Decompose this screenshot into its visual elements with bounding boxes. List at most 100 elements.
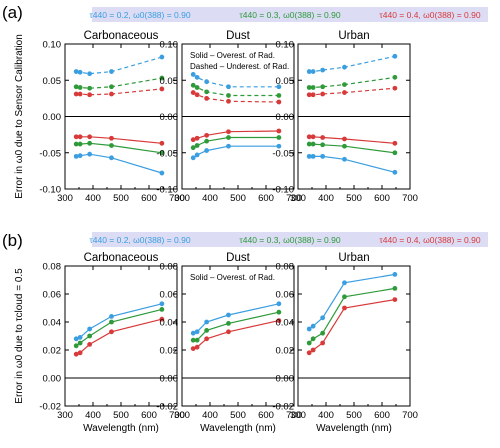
p2-series-1-point xyxy=(276,84,282,90)
p4-series-1-point xyxy=(73,336,79,342)
p2-series-5-point xyxy=(276,135,282,140)
p3-xtick-label: 700 xyxy=(402,193,418,204)
legend-a-item-2: τ440 = 0.3, ω0(388) = 0.90 xyxy=(239,10,340,20)
p2-xtick-label: 700 xyxy=(286,193,302,204)
p4-series-2-point xyxy=(87,333,93,339)
p6-series-2-point xyxy=(310,336,316,342)
p3-ytick-label: 0.10 xyxy=(276,40,295,51)
p5-series-2-point xyxy=(190,337,196,343)
p1-series-5-point xyxy=(109,143,114,148)
p2-series-4-point xyxy=(276,128,282,134)
p3-ytick-label: -0.05 xyxy=(272,148,294,159)
p1-series-4-point xyxy=(73,134,79,140)
p2-series-4-point xyxy=(226,129,231,135)
p1-xtick-label: 500 xyxy=(113,193,129,204)
p3-ytick-label: 0.05 xyxy=(276,76,295,87)
p4-series-3-point xyxy=(87,342,93,347)
p6-xtick-label: 700 xyxy=(402,410,418,421)
p1-series-1-point xyxy=(109,69,114,74)
p2-series-2-point xyxy=(194,85,200,90)
p3-series-1-point xyxy=(320,67,326,73)
p3-series-1-point xyxy=(392,53,398,59)
p1-series-3-point xyxy=(73,91,79,97)
p2-xtick-label: 400 xyxy=(202,193,218,204)
p1-series-2-point xyxy=(87,85,93,91)
p3-series-5-point xyxy=(320,142,326,148)
p5-ytick-label: 0.04 xyxy=(160,318,179,329)
p3-ytick-label: 0.00 xyxy=(276,112,295,123)
p5-series-1-point xyxy=(204,319,210,325)
p1-title: Carbonaceous xyxy=(84,30,159,42)
p3-series-3-point xyxy=(320,91,326,97)
p4-series-1-point xyxy=(109,314,114,319)
p3-xtick-label: 300 xyxy=(290,193,306,204)
p5-ytick-label: 0.02 xyxy=(160,346,179,357)
p1-series-2-point xyxy=(73,84,79,90)
p3-series-5-point xyxy=(342,143,347,149)
p6-series-3-point xyxy=(320,340,326,346)
p5-ytick-label: 0.06 xyxy=(160,290,179,301)
p3-series-4-point xyxy=(320,135,326,140)
p1-series-4-point xyxy=(77,134,83,140)
p4-title: Carbonaceous xyxy=(84,252,159,264)
p6-xtick-label: 400 xyxy=(318,410,334,421)
p5-series-2-point xyxy=(276,309,282,315)
p5-series-3-point xyxy=(194,344,200,350)
p2-series-4-point xyxy=(194,135,200,141)
p1-series-3-point xyxy=(159,86,165,92)
legend-a-item-1: τ440 = 0.2, ω0(388) = 0.90 xyxy=(89,10,190,20)
p6-series-2-point xyxy=(320,330,326,336)
p4-series-3-point xyxy=(159,316,165,322)
p5-series-3-line xyxy=(192,320,280,350)
p5-xlabel: Wavelength (nm) xyxy=(200,423,276,434)
p2-series-4-point xyxy=(204,132,210,138)
p1-series-1-line xyxy=(76,56,163,75)
p3-series-2-point xyxy=(392,74,398,80)
p2-xtick-label: 500 xyxy=(230,193,246,204)
p2-series-3-point xyxy=(204,95,210,101)
p1-series-1-point xyxy=(73,69,79,74)
p1-series-3-point xyxy=(109,91,114,97)
p1-series-3-point xyxy=(87,92,93,98)
p5-xtick-label: 300 xyxy=(174,410,190,421)
p1-series-2-point xyxy=(109,84,114,90)
p3-series-1-point xyxy=(310,69,316,74)
p5-series-1-point xyxy=(226,312,231,318)
p2-ytick-label: 0.05 xyxy=(160,76,179,87)
p4-series-1-line xyxy=(75,303,163,340)
p4-xtick-label: 600 xyxy=(141,410,157,421)
p1-xtick-label: 600 xyxy=(141,193,157,204)
p4-xtick-label: 700 xyxy=(169,410,185,421)
p3-ytick-label: -0.10 xyxy=(272,185,294,196)
p3-series-3-point xyxy=(310,92,316,98)
p5-series-2-point xyxy=(226,321,231,326)
p1-series-6-point xyxy=(77,153,83,159)
p2-series-1-point xyxy=(226,84,231,90)
p5-xtick-label: 400 xyxy=(202,410,218,421)
p2-xtick-label: 600 xyxy=(258,193,274,204)
p3-series-5-point xyxy=(392,150,398,156)
p4-ytick-label: 0.06 xyxy=(43,290,62,301)
p5-note: Solid – Overest. of Rad. xyxy=(190,273,275,282)
p4-series-1-point xyxy=(87,326,93,332)
p4-series-3-point xyxy=(73,351,79,357)
p6-series-2-point xyxy=(392,286,398,291)
p1-xtick-label: 700 xyxy=(169,193,185,204)
p3-series-4-point xyxy=(342,136,347,142)
p6-ytick-label: 0.02 xyxy=(276,346,295,357)
p1-ytick-label: 0.10 xyxy=(43,40,62,51)
p3-series-4-point xyxy=(392,140,398,146)
p2-series-5-point xyxy=(194,143,200,148)
p3-series-2-point xyxy=(310,85,316,90)
p1-ytick-label: 0.00 xyxy=(43,112,62,123)
p3-series-6-point xyxy=(310,153,316,159)
p4-ytick-label: 0.02 xyxy=(43,346,62,357)
p6-xtick-label: 300 xyxy=(290,410,306,421)
p5-series-1-point xyxy=(190,330,196,336)
p2-series-1-point xyxy=(204,79,210,85)
p2-ytick-label: 0.10 xyxy=(160,40,179,51)
p1-series-5-point xyxy=(77,141,83,147)
p4-ytick-label: 0.00 xyxy=(43,374,62,385)
